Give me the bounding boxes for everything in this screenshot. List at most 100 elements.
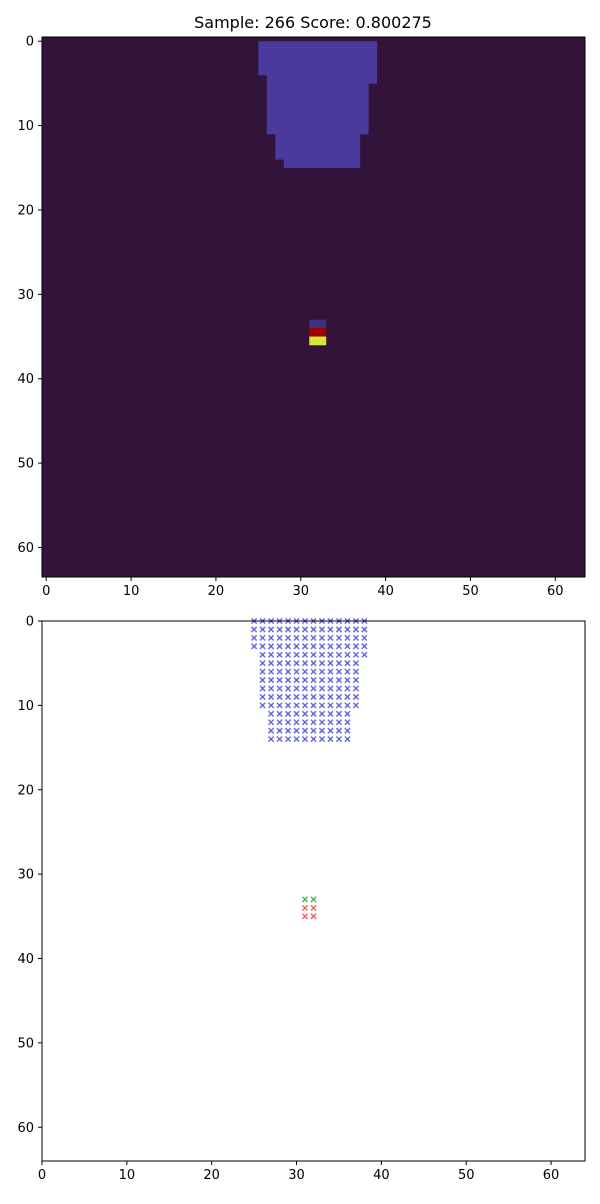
- scatter-point: [327, 626, 334, 633]
- scatter-xtick-label: 50: [458, 1168, 475, 1183]
- scatter-point: [352, 651, 360, 658]
- scatter-point: [293, 676, 300, 684]
- heatmap-row-block: [266, 108, 369, 118]
- scatter-point: [267, 727, 275, 734]
- scatter-point: [284, 668, 292, 675]
- scatter-point: [310, 710, 317, 717]
- scatter-point: [335, 719, 343, 726]
- scatter-point: [284, 685, 292, 692]
- heatmap-ytick-label: 40: [17, 372, 34, 387]
- scatter-xtick-label: 20: [203, 1168, 220, 1183]
- scatter-point: [310, 913, 317, 920]
- scatter-point: [293, 702, 300, 709]
- scatter-point: [310, 727, 317, 734]
- scatter-point: [318, 676, 326, 684]
- scatter-point: [327, 727, 334, 734]
- scatter-point: [301, 727, 309, 734]
- scatter-point: [267, 702, 275, 709]
- scatter-point: [250, 626, 258, 633]
- scatter-point: [335, 676, 343, 684]
- scatter-point: [352, 693, 360, 701]
- scatter-point: [259, 676, 266, 684]
- scatter-point: [267, 643, 275, 650]
- scatter-point: [259, 651, 266, 658]
- scatter-point: [284, 651, 292, 658]
- scatter-point: [352, 634, 360, 642]
- heatmap-row-block: [275, 134, 361, 143]
- scatter-point: [267, 676, 275, 684]
- scatter-point: [318, 702, 326, 709]
- heatmap-xtick-label: 10: [123, 584, 140, 599]
- heatmap-xtick-label: 50: [462, 584, 479, 599]
- scatter-point: [301, 904, 309, 912]
- scatter-point: [344, 668, 351, 675]
- scatter-point: [276, 710, 283, 717]
- heatmap-cell: [309, 319, 327, 329]
- heatmap-ytick-label: 30: [17, 288, 34, 303]
- scatter-point: [293, 727, 300, 734]
- heatmap-row-block: [266, 91, 369, 101]
- scatter-point: [352, 643, 360, 650]
- heatmap-row-block: [266, 74, 378, 84]
- heatmap-xtick-label: 60: [547, 584, 564, 599]
- scatter-point: [259, 702, 266, 709]
- scatter-point: [284, 727, 292, 734]
- scatter-point: [335, 626, 343, 633]
- scatter-point: [310, 676, 317, 684]
- scatter-xtick-label: 60: [543, 1168, 560, 1183]
- scatter-point: [361, 634, 368, 642]
- chart-title: Sample: 266 Score: 0.800275: [194, 13, 432, 32]
- scatter-point: [352, 626, 360, 633]
- scatter-point: [327, 634, 334, 642]
- scatter-point: [284, 702, 292, 709]
- scatter-point: [344, 651, 351, 658]
- scatter-point: [318, 660, 326, 667]
- scatter-point: [361, 626, 368, 633]
- scatter-point: [301, 634, 309, 642]
- scatter-point: [318, 668, 326, 675]
- heatmap-row-block: [266, 100, 369, 110]
- heatmap-row-block: [266, 83, 369, 93]
- heatmap-ytick-label: 20: [17, 203, 34, 218]
- scatter-point: [318, 634, 326, 642]
- scatter-point: [301, 693, 309, 701]
- scatter-xtick-label: 0: [38, 1168, 46, 1183]
- scatter-point: [301, 643, 309, 650]
- scatter-point: [335, 685, 343, 692]
- scatter-point: [344, 710, 351, 717]
- heatmap-cell: [309, 336, 327, 346]
- scatter-point: [301, 710, 309, 717]
- heatmap-row-block: [258, 66, 378, 76]
- scatter-point: [301, 651, 309, 658]
- scatter-point: [276, 634, 283, 642]
- heatmap-frame: [41, 36, 586, 578]
- scatter-point: [352, 685, 360, 692]
- scatter-point: [327, 702, 334, 709]
- scatter-point: [267, 651, 275, 658]
- scatter-point: [293, 735, 300, 743]
- scatter-point: [335, 710, 343, 717]
- scatter-point: [310, 702, 317, 709]
- scatter-point: [335, 702, 343, 709]
- scatter-point: [293, 660, 300, 667]
- heatmap-row-block: [266, 117, 369, 126]
- scatter-point: [276, 626, 283, 633]
- scatter-point: [352, 702, 360, 709]
- scatter-point: [310, 693, 317, 701]
- scatter-point: [276, 727, 283, 734]
- scatter-point: [310, 651, 317, 658]
- scatter-point: [276, 651, 283, 658]
- scatter-point: [301, 913, 309, 920]
- scatter-point: [335, 660, 343, 667]
- scatter-point: [250, 643, 258, 650]
- scatter-point: [310, 634, 317, 642]
- scatter-point: [352, 676, 360, 684]
- heatmap-ytick-label: 50: [17, 457, 34, 472]
- scatter-point: [344, 676, 351, 684]
- scatter-point: [276, 719, 283, 726]
- scatter-point: [327, 651, 334, 658]
- heatmap-ytick-label: 0: [26, 35, 34, 50]
- scatter-point: [310, 896, 317, 903]
- scatter-point: [301, 896, 309, 903]
